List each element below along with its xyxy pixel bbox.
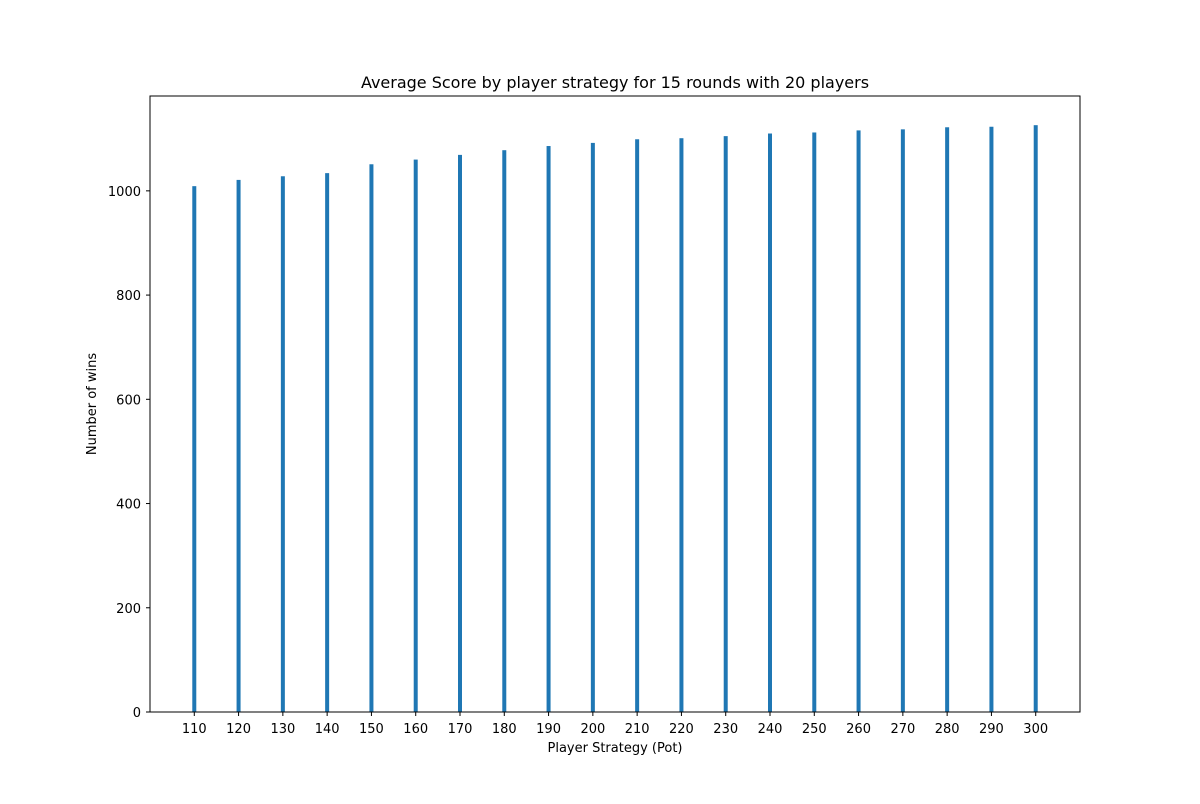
x-tick-label: 150 xyxy=(359,722,384,737)
x-tick-label: 160 xyxy=(403,722,428,737)
x-tick-label: 260 xyxy=(846,722,871,737)
y-tick-label: 800 xyxy=(116,289,141,304)
bar-230 xyxy=(723,136,728,712)
x-tick-label: 210 xyxy=(625,722,650,737)
y-tick-label: 400 xyxy=(116,498,141,513)
bar-160 xyxy=(413,159,418,712)
bar-280 xyxy=(945,127,950,712)
x-tick-label: 140 xyxy=(315,722,340,737)
chart-title: Average Score by player strategy for 15 … xyxy=(361,73,869,92)
x-tick-label: 250 xyxy=(802,722,827,737)
x-tick-label: 270 xyxy=(890,722,915,737)
y-axis-ticks: 0 200 400 600 800 1000 xyxy=(108,185,150,721)
x-tick-label: 200 xyxy=(580,722,605,737)
y-axis-label: Number of wins xyxy=(85,353,100,456)
bar-130 xyxy=(280,176,285,712)
bar-140 xyxy=(325,173,330,712)
bar-200 xyxy=(590,142,595,712)
bar-240 xyxy=(768,133,772,712)
bar-300 xyxy=(1033,125,1038,713)
y-tick-label: 600 xyxy=(116,393,141,408)
x-tick-label: 130 xyxy=(270,722,295,737)
x-tick-label: 190 xyxy=(536,722,561,737)
x-tick-label: 170 xyxy=(448,722,473,737)
bar-250 xyxy=(812,132,817,713)
x-tick-label: 300 xyxy=(1023,722,1048,737)
x-tick-label: 120 xyxy=(226,722,251,737)
bar-120 xyxy=(236,179,241,712)
bar-220 xyxy=(679,138,684,712)
bar-260 xyxy=(856,130,861,712)
y-tick-label: 1000 xyxy=(108,185,141,200)
y-tick-label: 0 xyxy=(133,706,141,721)
bar-180 xyxy=(502,150,507,712)
bars-group xyxy=(192,125,1038,713)
x-tick-label: 220 xyxy=(669,722,694,737)
bar-110 xyxy=(192,186,197,712)
bar-290 xyxy=(989,126,994,712)
bar-270 xyxy=(900,129,905,713)
x-tick-label: 180 xyxy=(492,722,517,737)
x-tick-label: 240 xyxy=(758,722,783,737)
y-tick-label: 200 xyxy=(116,602,141,617)
x-tick-label: 290 xyxy=(979,722,1004,737)
plot-area-frame xyxy=(149,95,1081,713)
bar-190 xyxy=(546,146,551,712)
bar-170 xyxy=(458,154,462,712)
x-axis-label: Player Strategy (Pot) xyxy=(548,741,683,756)
bar-150 xyxy=(369,164,374,712)
x-tick-label: 280 xyxy=(935,722,960,737)
bar-210 xyxy=(635,139,640,712)
x-tick-label: 230 xyxy=(713,722,738,737)
x-axis-ticks: 110 120 130 140 150 160 170 180 190 200 210 220 230 2… xyxy=(182,712,1048,737)
x-tick-label: 110 xyxy=(182,722,207,737)
